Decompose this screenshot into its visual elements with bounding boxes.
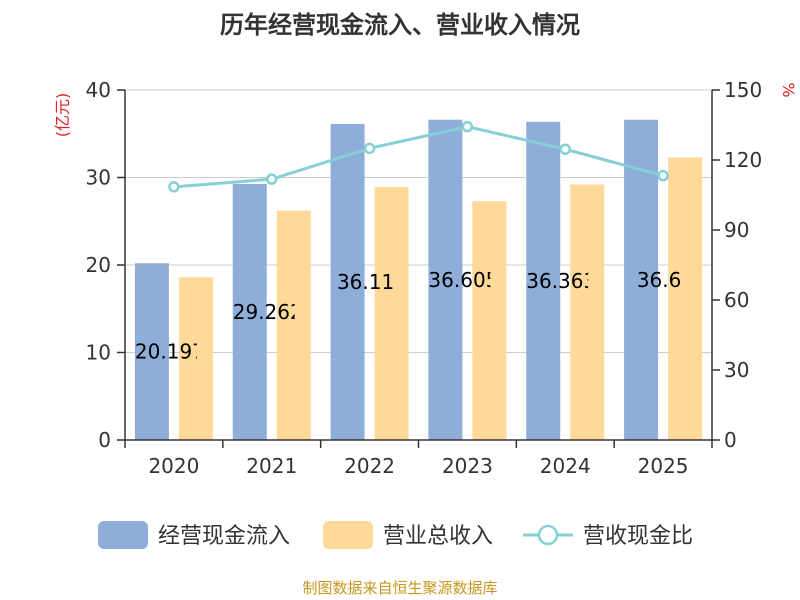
data-labels: 20.197 29.262 36.11 36.605 36.363 36.6 xyxy=(135,268,681,364)
right-tick-label: 120 xyxy=(724,148,762,172)
legend-marker-ratio xyxy=(537,524,559,546)
bar-cash-inflow xyxy=(232,183,267,440)
bar-revenue xyxy=(276,210,311,440)
left-tick-label: 20 xyxy=(86,253,111,277)
x-tick-label: 2022 xyxy=(344,454,395,478)
bar-revenue xyxy=(472,201,507,440)
legend-label-ratio: 营收现金比 xyxy=(583,524,693,549)
right-tick-label: 30 xyxy=(724,358,749,382)
x-tick-label: 2024 xyxy=(540,454,591,478)
legend-swatch-cash-inflow xyxy=(98,521,148,549)
data-label: 36.605 xyxy=(428,268,498,292)
data-label: 36.363 xyxy=(526,269,596,293)
source-note: 制图数据来自恒生聚源数据库 xyxy=(302,579,497,597)
bar-cash-inflow xyxy=(134,263,169,440)
left-tick-label: 10 xyxy=(86,341,111,365)
data-label: 36.11 xyxy=(337,270,394,294)
right-tick-label: 90 xyxy=(724,218,749,242)
left-tick-label: 0 xyxy=(98,428,111,452)
right-tick-label: 150 xyxy=(724,78,762,102)
left-tick-label: 40 xyxy=(86,78,111,102)
ratio-point xyxy=(363,142,376,155)
left-axis-unit: (亿元) xyxy=(53,93,72,138)
ratio-point xyxy=(657,169,669,182)
bar-cash-inflow xyxy=(428,119,463,441)
left-tick-label: 30 xyxy=(86,166,111,190)
right-tick-label: 60 xyxy=(724,288,749,312)
ratio-point xyxy=(266,173,278,185)
grid xyxy=(125,89,712,353)
ratio-point xyxy=(461,120,474,133)
legend-label-revenue: 营业总收入 xyxy=(383,524,493,549)
data-label: 36.6 xyxy=(637,268,682,292)
legend-label-cash-inflow: 经营现金流入 xyxy=(158,524,290,549)
x-tick-label: 2025 xyxy=(638,454,689,478)
data-label: 20.197 xyxy=(135,340,205,364)
x-tick-label: 2020 xyxy=(148,454,199,478)
bar-cash-inflow xyxy=(330,124,365,440)
legend: 经营现金流入 营业总收入 营收现金比 xyxy=(98,521,693,549)
x-tick-label: 2021 xyxy=(246,454,297,478)
bar-revenue xyxy=(178,277,213,440)
bar-revenue xyxy=(374,187,409,440)
axes: 0 10 20 30 40 0 30 60 90 120 150 2020 2021 2022 2023 20… xyxy=(86,78,763,478)
ratio-line xyxy=(168,120,669,193)
bar-revenue xyxy=(570,184,605,440)
ratio-point xyxy=(168,181,180,193)
ratio-point xyxy=(559,143,571,156)
bars xyxy=(134,119,703,441)
bar-revenue xyxy=(668,157,703,440)
right-tick-label: 0 xyxy=(724,428,737,452)
chart-title: 历年经营现金流入、营业收入情况 xyxy=(220,11,580,39)
ratio-line-path xyxy=(173,125,664,189)
right-axis-unit: % xyxy=(779,82,798,97)
x-tick-label: 2023 xyxy=(442,454,493,478)
data-label: 29.262 xyxy=(233,300,303,324)
bar-cash-inflow xyxy=(526,121,561,440)
legend-swatch-revenue xyxy=(323,521,373,549)
